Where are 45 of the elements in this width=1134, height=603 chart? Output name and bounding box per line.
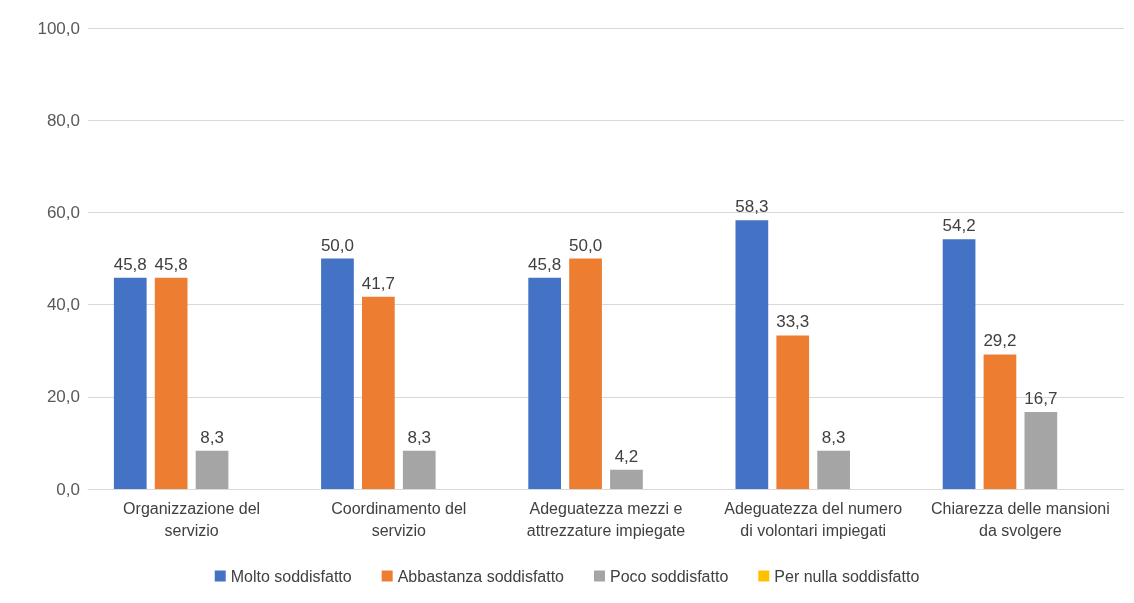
legend-label: Molto soddisfatto [230, 567, 352, 585]
data-label: 45,8 [154, 254, 188, 274]
bar [321, 258, 354, 489]
legend-label: Per nulla soddisfatto [774, 567, 920, 585]
x-tick-label: Coordinamento del servizio [331, 499, 467, 539]
bar [817, 450, 851, 489]
y-tick-label: 20,0 [46, 387, 80, 407]
bar [528, 277, 562, 489]
y-tick-label: 40,0 [46, 295, 80, 315]
data-label: 58,3 [735, 197, 769, 217]
bar [1024, 412, 1058, 489]
bar [942, 239, 976, 489]
y-tick-label: 0,0 [56, 479, 80, 499]
data-label: 8,3 [407, 427, 432, 447]
legend-label: Abbastanza soddisfatto [397, 567, 565, 585]
bar [610, 469, 643, 489]
data-label: 8,3 [821, 427, 846, 447]
bar [735, 220, 769, 489]
x-tick-label: Chiarezza delle mansioni da svolgere [931, 499, 1110, 539]
y-tick-label: 100,0 [37, 18, 80, 38]
bar [776, 335, 810, 489]
data-label: 4,2 [614, 446, 639, 466]
x-tick-label: Adeguatezza del numero di volontari impiegati [724, 499, 903, 539]
data-label: 29,2 [983, 331, 1017, 351]
data-label: 33,3 [776, 312, 810, 332]
bar [195, 450, 229, 489]
data-label: 16,7 [1024, 389, 1058, 409]
data-label: 45,8 [113, 254, 147, 274]
bar [154, 277, 188, 489]
bar [569, 258, 602, 489]
data-label: 8,3 [200, 427, 224, 447]
data-label: 54,2 [942, 216, 976, 236]
bar [361, 296, 395, 489]
legend-label: Poco soddisfatto [610, 567, 729, 585]
data-label: 41,7 [361, 273, 395, 293]
y-tick-label: 60,0 [46, 202, 80, 222]
x-tick-label: Organizzazione del servizio [123, 499, 261, 539]
bar [402, 450, 436, 489]
data-label: 45,8 [528, 254, 562, 274]
bar [113, 277, 147, 489]
data-label: 50,0 [569, 235, 603, 255]
bar [983, 354, 1017, 489]
y-tick-label: 80,0 [46, 110, 80, 130]
x-tick-label: Adeguatezza mezzi e attrezzature impiegate [526, 499, 686, 539]
data-label: 50,0 [320, 235, 354, 255]
